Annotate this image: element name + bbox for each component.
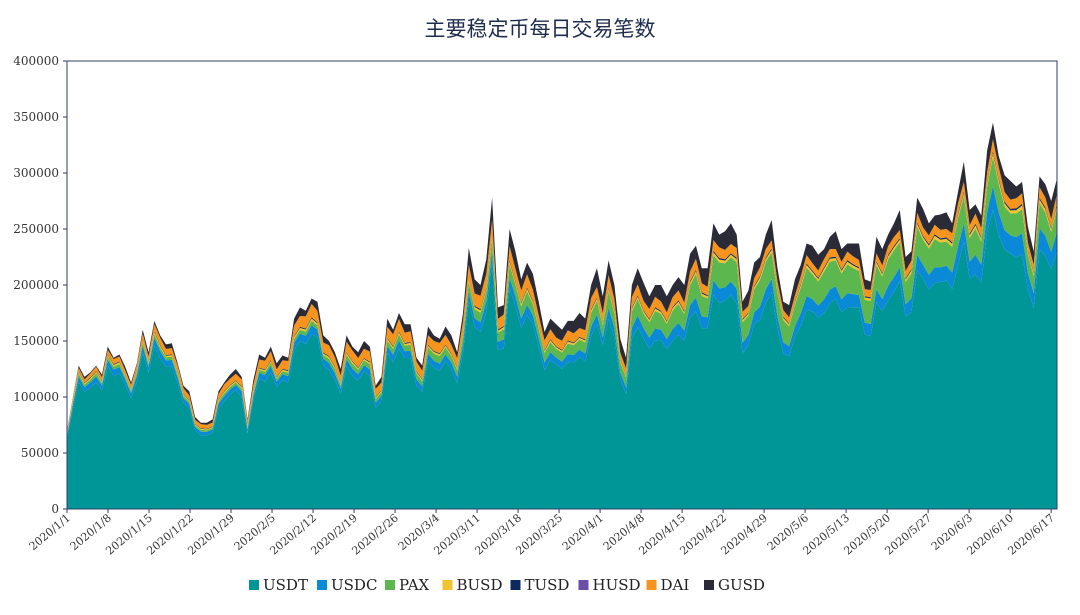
legend-label: GUSD (718, 576, 765, 594)
y-tick-label: 100000 (13, 390, 59, 404)
legend-swatch (646, 580, 657, 590)
legend-swatch (317, 580, 327, 590)
legend-item-tusd: TUSD (510, 576, 570, 594)
legend-item-busd: BUSD (442, 576, 503, 594)
legend-item-husd: HUSD (578, 576, 641, 594)
legend-label: HUSD (593, 576, 641, 594)
legend-swatch (578, 580, 589, 590)
x-tick-label: 2020/1/1 (27, 511, 73, 553)
legend-item-usdt: USDT (249, 576, 308, 594)
legend-label: TUSD (525, 576, 570, 594)
legend-label: BUSD (457, 576, 503, 594)
legend-swatch (249, 580, 259, 590)
legend: USDT USDC PAX BUSD TUSD HUSD DAI GUSD (249, 576, 765, 594)
legend-swatch (385, 580, 395, 590)
chart-title: 主要稳定币每日交易笔数 (425, 17, 656, 41)
y-tick-label: 400000 (13, 54, 59, 68)
legend-label: USDC (331, 576, 377, 594)
y-tick-label: 50000 (21, 446, 59, 460)
legend-item-dai: DAI (646, 576, 690, 594)
legend-item-pax: PAX (385, 576, 430, 594)
legend-swatch (442, 580, 453, 590)
legend-item-usdc: USDC (317, 576, 377, 594)
legend-label: USDT (263, 576, 308, 594)
x-axis: 2020/1/12020/1/82020/1/152020/1/222020/1… (27, 509, 1057, 558)
legend-item-gusd: GUSD (704, 576, 765, 594)
y-axis: 0 50000 100000 150000 200000 250000 300000 3500… (13, 54, 67, 516)
y-tick-label: 250000 (13, 222, 59, 236)
y-tick-label: 350000 (13, 110, 59, 124)
area-usdt (67, 209, 1057, 510)
legend-label: PAX (399, 576, 430, 594)
x-tick-label: 2020/4/1 (560, 511, 606, 553)
legend-label: DAI (661, 576, 690, 594)
y-tick-label: 300000 (13, 166, 59, 180)
legend-swatch (510, 580, 521, 590)
series-areas (67, 122, 1057, 510)
legend-swatch (704, 580, 714, 590)
y-tick-label: 150000 (13, 334, 59, 348)
y-tick-label: 200000 (13, 278, 59, 292)
y-tick-label: 0 (51, 502, 59, 516)
